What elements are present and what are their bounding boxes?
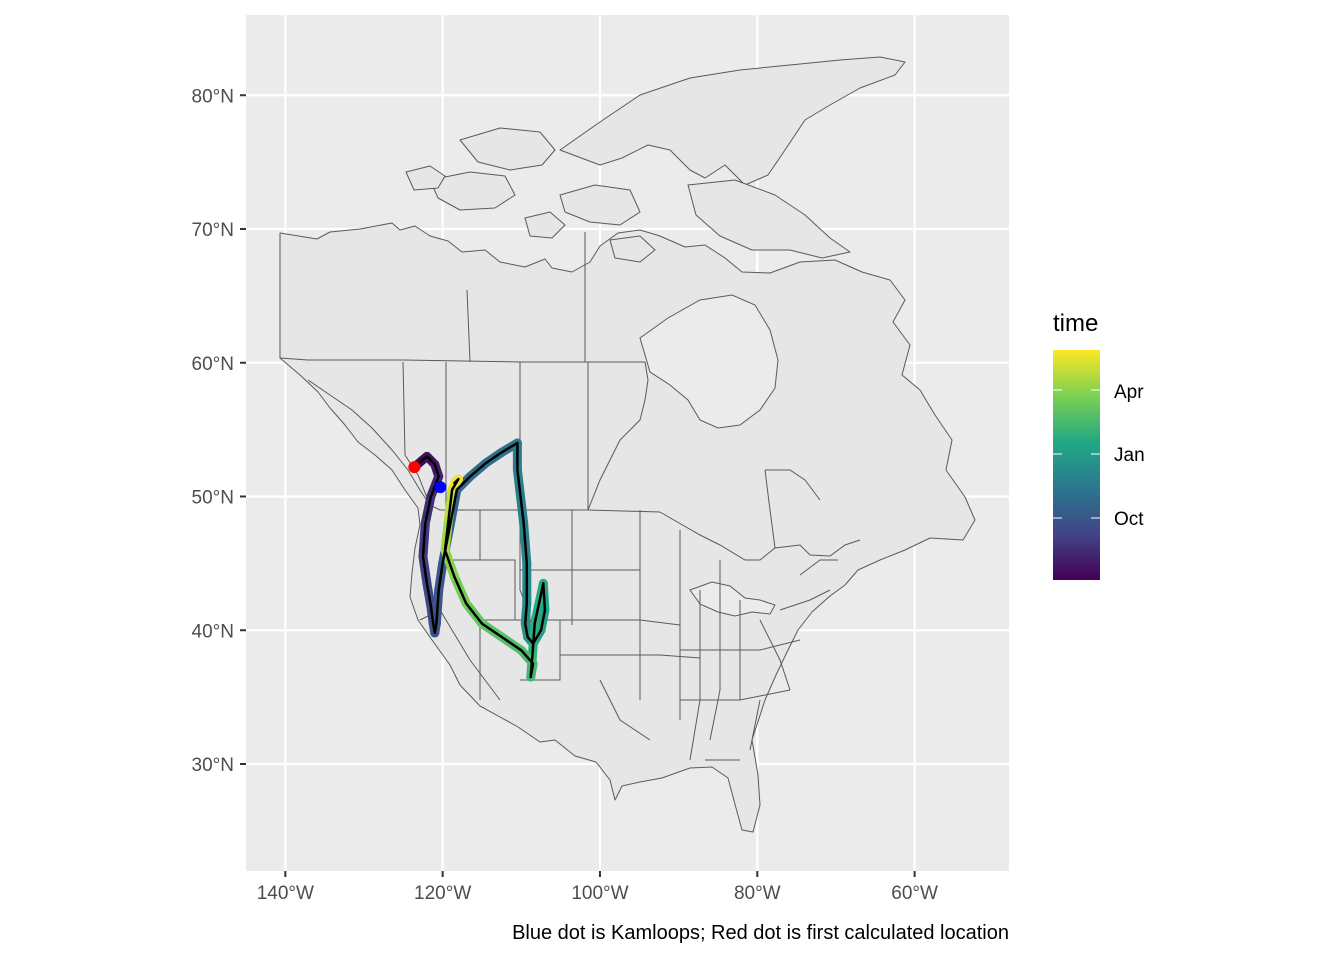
x-tick-label-2: 100°W (571, 883, 628, 904)
legend-tick-marks (1053, 389, 1100, 519)
x-tick-label-0: 140°W (257, 883, 314, 904)
legend-colorbar (1053, 350, 1100, 580)
north-america-landmass (279, 222, 976, 833)
legend: time Apr Jan Oct (1053, 310, 1145, 580)
legend-label-oct: Oct (1114, 509, 1144, 530)
x-axis: 140°W 120°W 100°W 80°W 60°W (257, 871, 938, 904)
legend-label-apr: Apr (1114, 382, 1144, 403)
location-markers (408, 461, 447, 494)
x-tick-label-1: 120°W (414, 883, 471, 904)
y-tick-label-1: 40°N (192, 621, 234, 642)
track-outline (413, 441, 547, 679)
y-tick-label-4: 70°N (192, 220, 234, 241)
y-tick-label-2: 50°N (192, 488, 234, 509)
y-tick-label-5: 80°N (192, 86, 234, 107)
arctic-islands (405, 56, 906, 263)
x-tick-label-3: 80°W (734, 883, 781, 904)
track-line (413, 441, 547, 679)
y-tick-label-0: 30°N (192, 755, 234, 776)
kamloops-marker (434, 481, 447, 494)
legend-label-jan: Jan (1114, 445, 1145, 466)
great-lakes (689, 581, 776, 617)
legend-title: time (1053, 310, 1098, 337)
caption: Blue dot is Kamloops; Red dot is first c… (512, 922, 1009, 944)
y-axis: 30°N 40°N 50°N 60°N 70°N 80°N (192, 86, 246, 776)
hudson-bay (639, 294, 779, 429)
y-tick-label-3: 60°N (192, 354, 234, 375)
administrative-borders (279, 232, 861, 761)
x-tick-label-4: 60°W (891, 883, 938, 904)
map-layers (246, 15, 1009, 871)
first-location-marker (408, 461, 421, 474)
